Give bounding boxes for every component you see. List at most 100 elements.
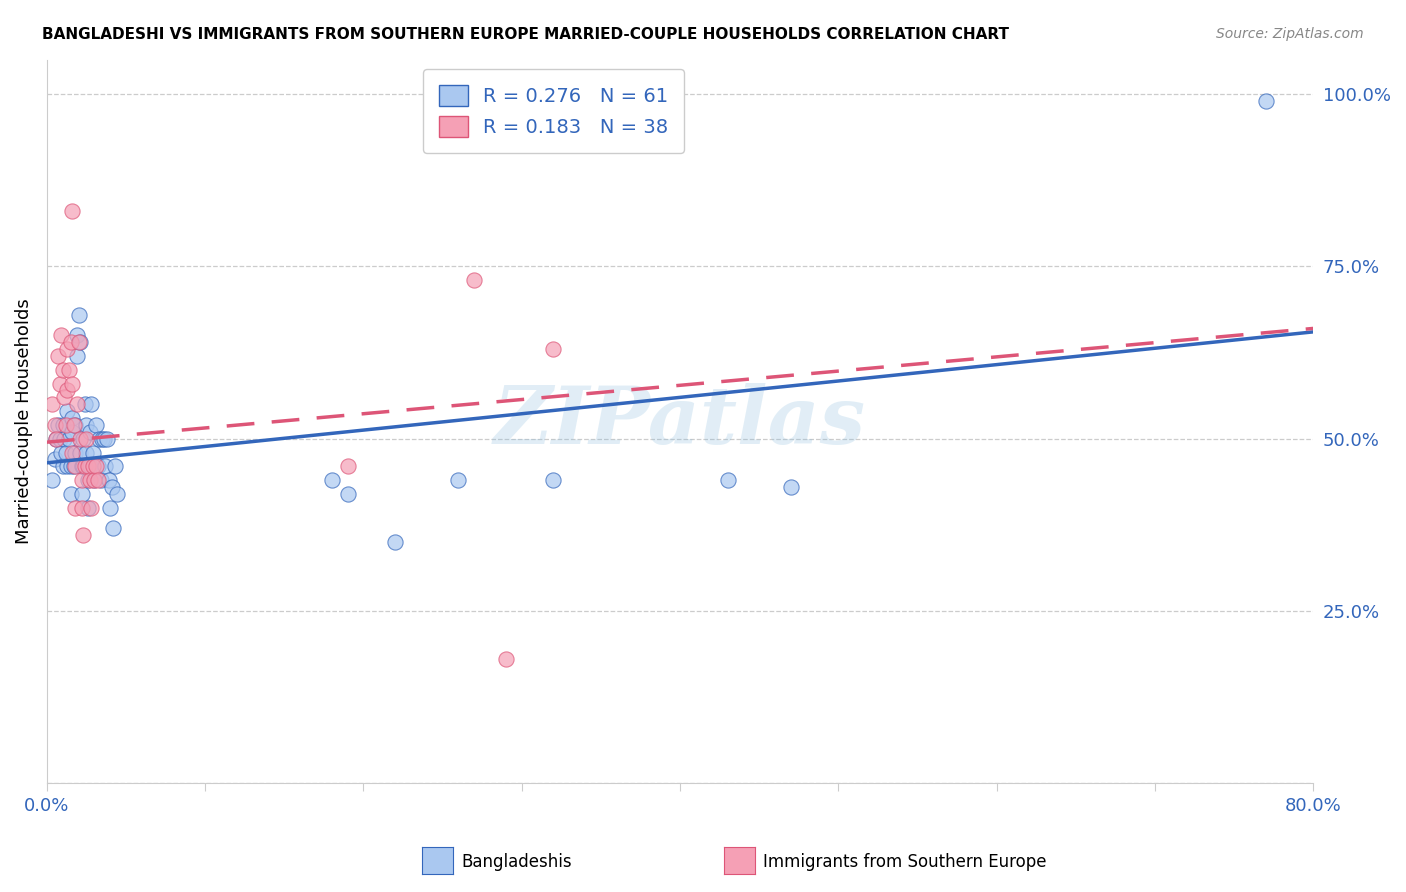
Point (73, 397, 96, 411)
Point (70, 473, 93, 487)
Point (53, 390, 76, 404)
Point (62, 417, 84, 432)
Point (56, 342, 79, 356)
Point (336, 487, 359, 501)
Point (83, 473, 105, 487)
Point (77, 459, 100, 474)
Point (66, 397, 89, 411)
Point (41, 473, 63, 487)
Text: Immigrants from Southern Europe: Immigrants from Southern Europe (763, 853, 1047, 871)
Point (60, 376, 83, 391)
Point (45, 432, 67, 446)
Point (44, 417, 66, 432)
Point (90, 473, 112, 487)
Point (48, 432, 70, 446)
Point (72, 432, 94, 446)
Point (58, 432, 80, 446)
Point (70, 487, 93, 501)
Text: BANGLADESHI VS IMMIGRANTS FROM SOUTHERN EUROPE MARRIED-COUPLE HOUSEHOLDS CORRELA: BANGLADESHI VS IMMIGRANTS FROM SOUTHERN … (42, 27, 1010, 42)
Point (384, 535, 406, 549)
Point (80, 397, 103, 411)
Point (495, 652, 517, 666)
Point (69, 445, 91, 459)
Point (67, 308, 90, 322)
Point (463, 273, 485, 287)
Point (52, 417, 75, 432)
Point (44, 452, 66, 467)
Text: Source: ZipAtlas.com: Source: ZipAtlas.com (1216, 27, 1364, 41)
Point (52, 459, 75, 474)
Point (716, 473, 738, 487)
Point (65, 445, 87, 459)
Point (59, 335, 82, 350)
Point (105, 487, 128, 501)
Point (69, 335, 91, 350)
Point (56, 459, 79, 474)
Point (94, 459, 117, 474)
Point (67, 335, 90, 350)
Point (75, 417, 97, 432)
Point (48, 376, 70, 391)
Point (60, 204, 83, 219)
Text: ZIPatlas: ZIPatlas (494, 383, 866, 460)
Point (82, 459, 104, 474)
Point (58, 363, 80, 377)
Point (60, 425, 83, 439)
Point (336, 459, 359, 474)
Point (45, 432, 67, 446)
Point (84, 459, 107, 474)
Point (46, 349, 69, 363)
Point (447, 473, 470, 487)
Point (86, 459, 108, 474)
Point (59, 459, 82, 474)
Text: Bangladeshis: Bangladeshis (461, 853, 572, 871)
Point (56, 384, 79, 398)
Point (93, 432, 115, 446)
Point (75, 432, 97, 446)
Point (55, 417, 77, 432)
Point (56, 404, 79, 418)
Point (79, 459, 101, 474)
Point (101, 480, 124, 494)
Point (98, 500, 121, 515)
Point (59, 487, 82, 501)
Point (86, 473, 108, 487)
Point (103, 521, 125, 535)
Point (70, 459, 93, 474)
Point (321, 473, 343, 487)
Point (84, 417, 107, 432)
Point (46, 417, 69, 432)
Legend: R = 0.276   N = 61, R = 0.183   N = 38: R = 0.276 N = 61, R = 0.183 N = 38 (423, 70, 683, 153)
Point (75, 445, 97, 459)
Point (52, 363, 75, 377)
Point (80, 500, 103, 515)
Point (79, 425, 101, 439)
Point (73, 459, 96, 474)
Point (72, 459, 94, 474)
Point (69, 432, 91, 446)
Point (49, 445, 72, 459)
Point (77, 473, 100, 487)
Point (82, 445, 104, 459)
Point (89, 432, 111, 446)
Point (104, 459, 127, 474)
Point (65, 459, 87, 474)
Point (96, 432, 118, 446)
Point (543, 473, 565, 487)
Point (65, 500, 87, 515)
Point (66, 349, 89, 363)
Point (1254, 94, 1277, 108)
Point (66, 328, 89, 343)
Point (41, 397, 63, 411)
Point (91, 432, 114, 446)
Point (72, 528, 94, 542)
Point (543, 342, 565, 356)
Y-axis label: Married-couple Households: Married-couple Households (15, 299, 32, 544)
Point (49, 328, 72, 343)
Point (780, 480, 803, 494)
Point (60, 411, 83, 425)
Point (70, 500, 93, 515)
Point (83, 473, 105, 487)
Point (65, 417, 87, 432)
Point (55, 445, 77, 459)
